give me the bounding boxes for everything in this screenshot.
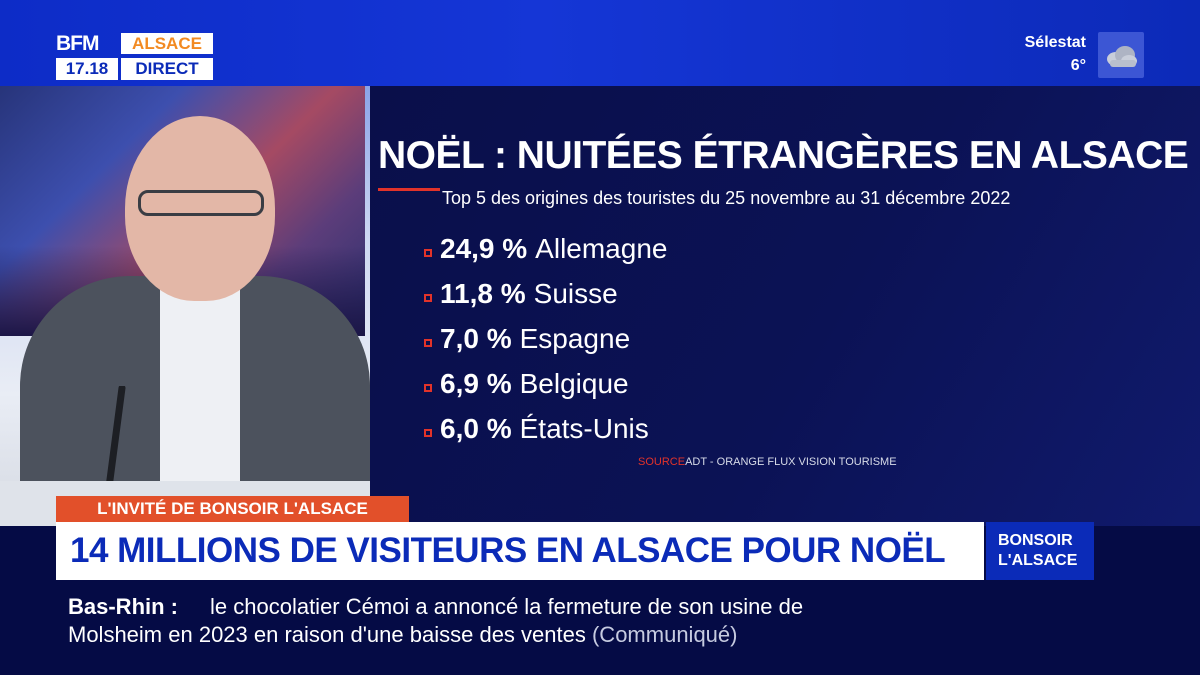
percentage-value: 6,9 %: [440, 367, 512, 399]
ticker-tag: Bas-Rhin :: [68, 594, 178, 619]
ranking-list: 24,9 % Allemagne 11,8 % Suisse 7,0 % Esp…: [424, 226, 924, 451]
percentage-value: 6,0 %: [440, 412, 512, 444]
ticker-source: (Communiqué): [591, 622, 738, 647]
title-underline: [378, 188, 440, 191]
source-credit: SOURCEADT - ORANGE FLUX VISION TOURISME: [638, 456, 897, 468]
guest-banner: L'INVITÉ DE BONSOIR L'ALSACE: [56, 496, 409, 522]
top-banner: BFM ALSACE 17.18 DIRECT Sélestat 6°: [0, 0, 1200, 86]
news-ticker: Bas-Rhin : le chocolatier Cémoi a annonc…: [0, 582, 1200, 675]
country-name: Allemagne: [535, 232, 668, 264]
headline-bar: 14 MILLIONS DE VISITEURS EN ALSACE POUR …: [56, 522, 984, 580]
percentage-value: 24,9 %: [440, 232, 528, 264]
country-name: Suisse: [533, 277, 618, 309]
headline: 14 MILLIONS DE VISITEURS EN ALSACE POUR …: [70, 531, 946, 570]
bullet-icon: [424, 248, 432, 257]
live-badge: DIRECT: [121, 58, 213, 80]
brand-name: BFM: [56, 32, 100, 55]
ticker-line1: le chocolatier Cémoi a annoncé la fermet…: [210, 594, 804, 619]
weather-temperature: 6°: [1070, 57, 1086, 74]
list-item: 11,8 % Suisse: [424, 271, 924, 316]
country-name: Belgique: [519, 367, 629, 399]
list-item: 6,0 % États-Unis: [424, 406, 924, 451]
channel-logo: BFM ALSACE 17.18 DIRECT: [56, 33, 216, 81]
bullet-icon: [424, 293, 432, 302]
show-logo-line1: BONSOIR: [998, 532, 1073, 549]
ticker-line2: Molsheim en 2023 en raison d'une baisse …: [68, 622, 737, 648]
region-badge: ALSACE: [121, 33, 213, 54]
list-item: 7,0 % Espagne: [424, 316, 924, 361]
country-name: États-Unis: [519, 412, 649, 444]
microphone-icon: [100, 386, 126, 526]
guest-head: [125, 116, 275, 301]
source-label: SOURCE: [638, 456, 686, 468]
country-name: Espagne: [519, 322, 631, 354]
weather-city: Sélestat: [1024, 34, 1086, 51]
show-logo: BONSOIR L'ALSACE: [986, 522, 1094, 580]
infographic-panel: NOËL : NUITÉES ÉTRANGÈRES EN ALSACE Top …: [370, 86, 1200, 526]
clock: 17.18: [56, 58, 118, 80]
source-text: ADT - ORANGE FLUX VISION TOURISME: [685, 456, 897, 468]
panel-subtitle: Top 5 des origines des touristes du 25 n…: [442, 188, 1011, 208]
bullet-icon: [424, 428, 432, 437]
cloud-icon: [1098, 32, 1144, 78]
percentage-value: 11,8 %: [440, 277, 526, 309]
list-item: 24,9 % Allemagne: [424, 226, 924, 271]
list-item: 6,9 % Belgique: [424, 361, 924, 406]
show-logo-line2: L'ALSACE: [998, 552, 1078, 569]
percentage-value: 7,0 %: [440, 322, 512, 354]
ticker-line2-text: Molsheim en 2023 en raison d'une baisse …: [68, 622, 586, 647]
weather-widget: Sélestat 6°: [994, 32, 1144, 80]
bullet-icon: [424, 338, 432, 347]
panel-title: NOËL : NUITÉES ÉTRANGÈRES EN ALSACE: [378, 134, 1189, 177]
bullet-icon: [424, 383, 432, 392]
studio-camera-view: [0, 86, 370, 526]
guest-glasses: [138, 190, 264, 216]
